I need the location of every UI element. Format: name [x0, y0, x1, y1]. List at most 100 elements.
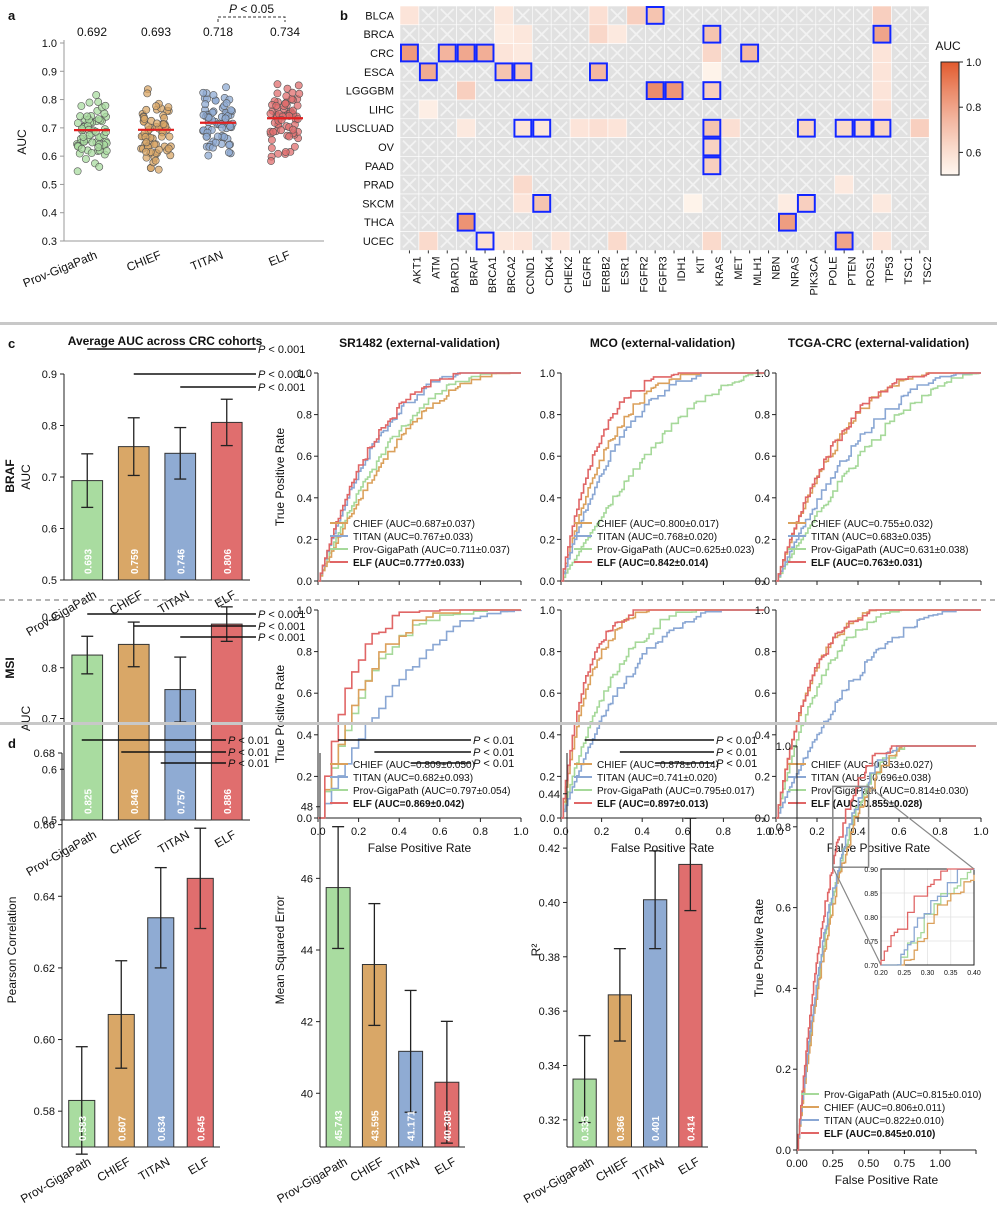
b-cell-cross-icon [893, 177, 908, 192]
b-cell-BRCA-TP53 [872, 24, 892, 44]
d_r2-pvalue-label: P < 0.01 [716, 758, 757, 770]
c_braf_sr-legend-entry: Prov-GigaPath (AUC=0.711±0.037) [353, 545, 510, 556]
d_pearson-y-tick-label: 0.58 [34, 1106, 55, 1118]
d-roc-inset-curve [881, 868, 975, 966]
b-cell-cross-icon [629, 102, 644, 117]
b-cell-PRAD-PTEN [834, 174, 854, 195]
c_msi_tcga-y-tick-label: 0.2 [755, 771, 770, 783]
b-cell-cross-icon [496, 83, 512, 98]
b-cell-LUSCLUAD-CCND1 [513, 118, 533, 138]
d-roc-inset-x-tick-label: 0.25 [897, 970, 911, 977]
b-cell-cross-icon [874, 177, 890, 192]
b-cell-cross-icon [855, 177, 871, 192]
a-mean-label-ELF: 0.734 [270, 25, 300, 39]
b-cell-cross-icon [629, 45, 644, 61]
a-point-Prov-GigaPath [85, 98, 94, 107]
b-cell-cross-icon [761, 83, 776, 98]
b-cell-cross-icon [534, 27, 549, 42]
b-cell-cross-icon [855, 215, 871, 230]
b-cell-cross-icon [799, 83, 814, 98]
b-cell-cross-icon [818, 83, 833, 98]
d_mse-value-label-Prov-GigaPath: 45.743 [334, 1110, 345, 1141]
d_pearson-y-tick-label: 0.60 [34, 1035, 55, 1047]
b-cell-cross-icon [610, 158, 625, 173]
a-point-Prov-GigaPath [94, 115, 103, 123]
d-roc-inset-x-tick-label: 0.40 [967, 970, 981, 977]
d_r2-y-tick-label: 0.32 [539, 1115, 560, 1127]
b-cell-cross-icon [591, 215, 606, 230]
b-cell-cross-icon [893, 83, 908, 98]
b-cell-cross-icon [572, 177, 587, 192]
d_roc-x-axis-label: False Positive Rate [835, 1173, 939, 1187]
b-cell-cross-icon [459, 64, 474, 79]
b-cell-cross-icon [723, 196, 738, 211]
b-colorbar-label: AUC [935, 39, 961, 53]
d_pearson-pvalue-label: P < 0.01 [228, 758, 269, 770]
b-cell-cross-icon [610, 177, 625, 192]
b-cell-cross-icon [685, 45, 701, 61]
a-point-Prov-GigaPath [101, 101, 110, 110]
d_roc-y-tick-label: 0.0 [776, 1145, 791, 1157]
b-cell-cross-icon [761, 102, 776, 117]
b-highlight-ESCA-BRCA2 [494, 62, 514, 82]
b-cell-UCEC-TP53 [872, 231, 892, 251]
b-cell-cross-icon [685, 158, 701, 173]
b-cell-cross-icon [799, 233, 814, 249]
b-cell-cross-icon [742, 27, 757, 42]
a-point-CHIEF [143, 89, 152, 98]
c_braf_tcga-y-tick-label: 0.4 [755, 493, 770, 505]
b-cell-cross-icon [723, 177, 738, 192]
b-cell-cross-icon [572, 27, 587, 42]
b-cell-cross-icon [440, 158, 455, 173]
c_msi_bar-y-tick-label: 0.6 [42, 764, 57, 776]
b-cell-BRCA-BRCA2 [494, 24, 514, 44]
b-cell-cross-icon [591, 177, 606, 192]
a-point-ELF [267, 136, 276, 144]
c-row-label-msi: MSI [3, 657, 17, 678]
b-highlight-SKCM-PIK3CA [796, 194, 816, 213]
d_r2-pvalue-label: P < 0.01 [716, 747, 757, 759]
b-col-label-TSC1: TSC1 [903, 256, 915, 284]
c_msi_tcga-x-tick-label: 1.0 [973, 826, 988, 838]
c_braf_tcga-legend-entry: TITAN (AUC=0.683±0.035) [811, 532, 931, 543]
b-cell-cross-icon [477, 158, 493, 173]
divider-ab-c [0, 322, 997, 325]
b-cell-cross-icon [893, 27, 908, 42]
c_msi_sr-x-tick-label: 0.6 [432, 826, 447, 838]
b-cell-cross-icon [818, 121, 833, 136]
b-cell-cross-icon [855, 139, 871, 155]
c_msi_bar-pvalue-label: P < 0.001 [258, 632, 305, 644]
b-cell-cross-icon [799, 177, 814, 192]
b-highlight-BRCA-KRAS [702, 24, 722, 44]
c_msi_tcga-y-tick-label: 0.0 [755, 813, 770, 825]
a-point-CHIEF [155, 145, 163, 154]
c-row-label-braf: BRAF [3, 459, 17, 492]
c_msi_sr-y-tick-label: 1.0 [297, 605, 312, 617]
b-cell-cross-icon [629, 27, 644, 42]
b-cell-cross-icon [421, 27, 436, 42]
a-point-ELF [295, 89, 304, 98]
d-roc-inset-y-tick-label: 0.70 [864, 963, 878, 970]
d_mse-x-tick-label-Prov-GigaPath: Prov-GigaPath [274, 1154, 349, 1205]
b-cell-SKCM-KIT [683, 193, 703, 214]
d_roc-x-tick-label: 0.75 [894, 1158, 915, 1170]
c_msi_mco-y-tick-label: 0.8 [540, 647, 555, 659]
b-col-label-FGFR2: FGFR2 [638, 256, 650, 292]
b-cell-cross-icon [477, 102, 493, 117]
c_msi_mco-y-tick-label: 0.6 [540, 688, 555, 700]
b-cell-cross-icon [855, 158, 871, 173]
a-point-TITAN [227, 106, 235, 115]
b-cell-cross-icon [685, 139, 701, 155]
b-cell-cross-icon [685, 121, 701, 136]
b-cell-cross-icon [780, 121, 795, 136]
b-col-label-CHEK2: CHEK2 [563, 256, 575, 293]
b-cell-cross-icon [799, 139, 814, 155]
b-cell-cross-icon [893, 158, 908, 173]
b-cell-UCEC-PTEN [834, 231, 854, 251]
b-cell-cross-icon [496, 196, 512, 211]
b-cell-BRCA-ESR1 [607, 24, 628, 44]
b-cell-LUSCLUAD-PIK3CA [796, 118, 817, 138]
b-cell-cross-icon [553, 8, 568, 23]
b-cell-cross-icon [761, 233, 776, 249]
